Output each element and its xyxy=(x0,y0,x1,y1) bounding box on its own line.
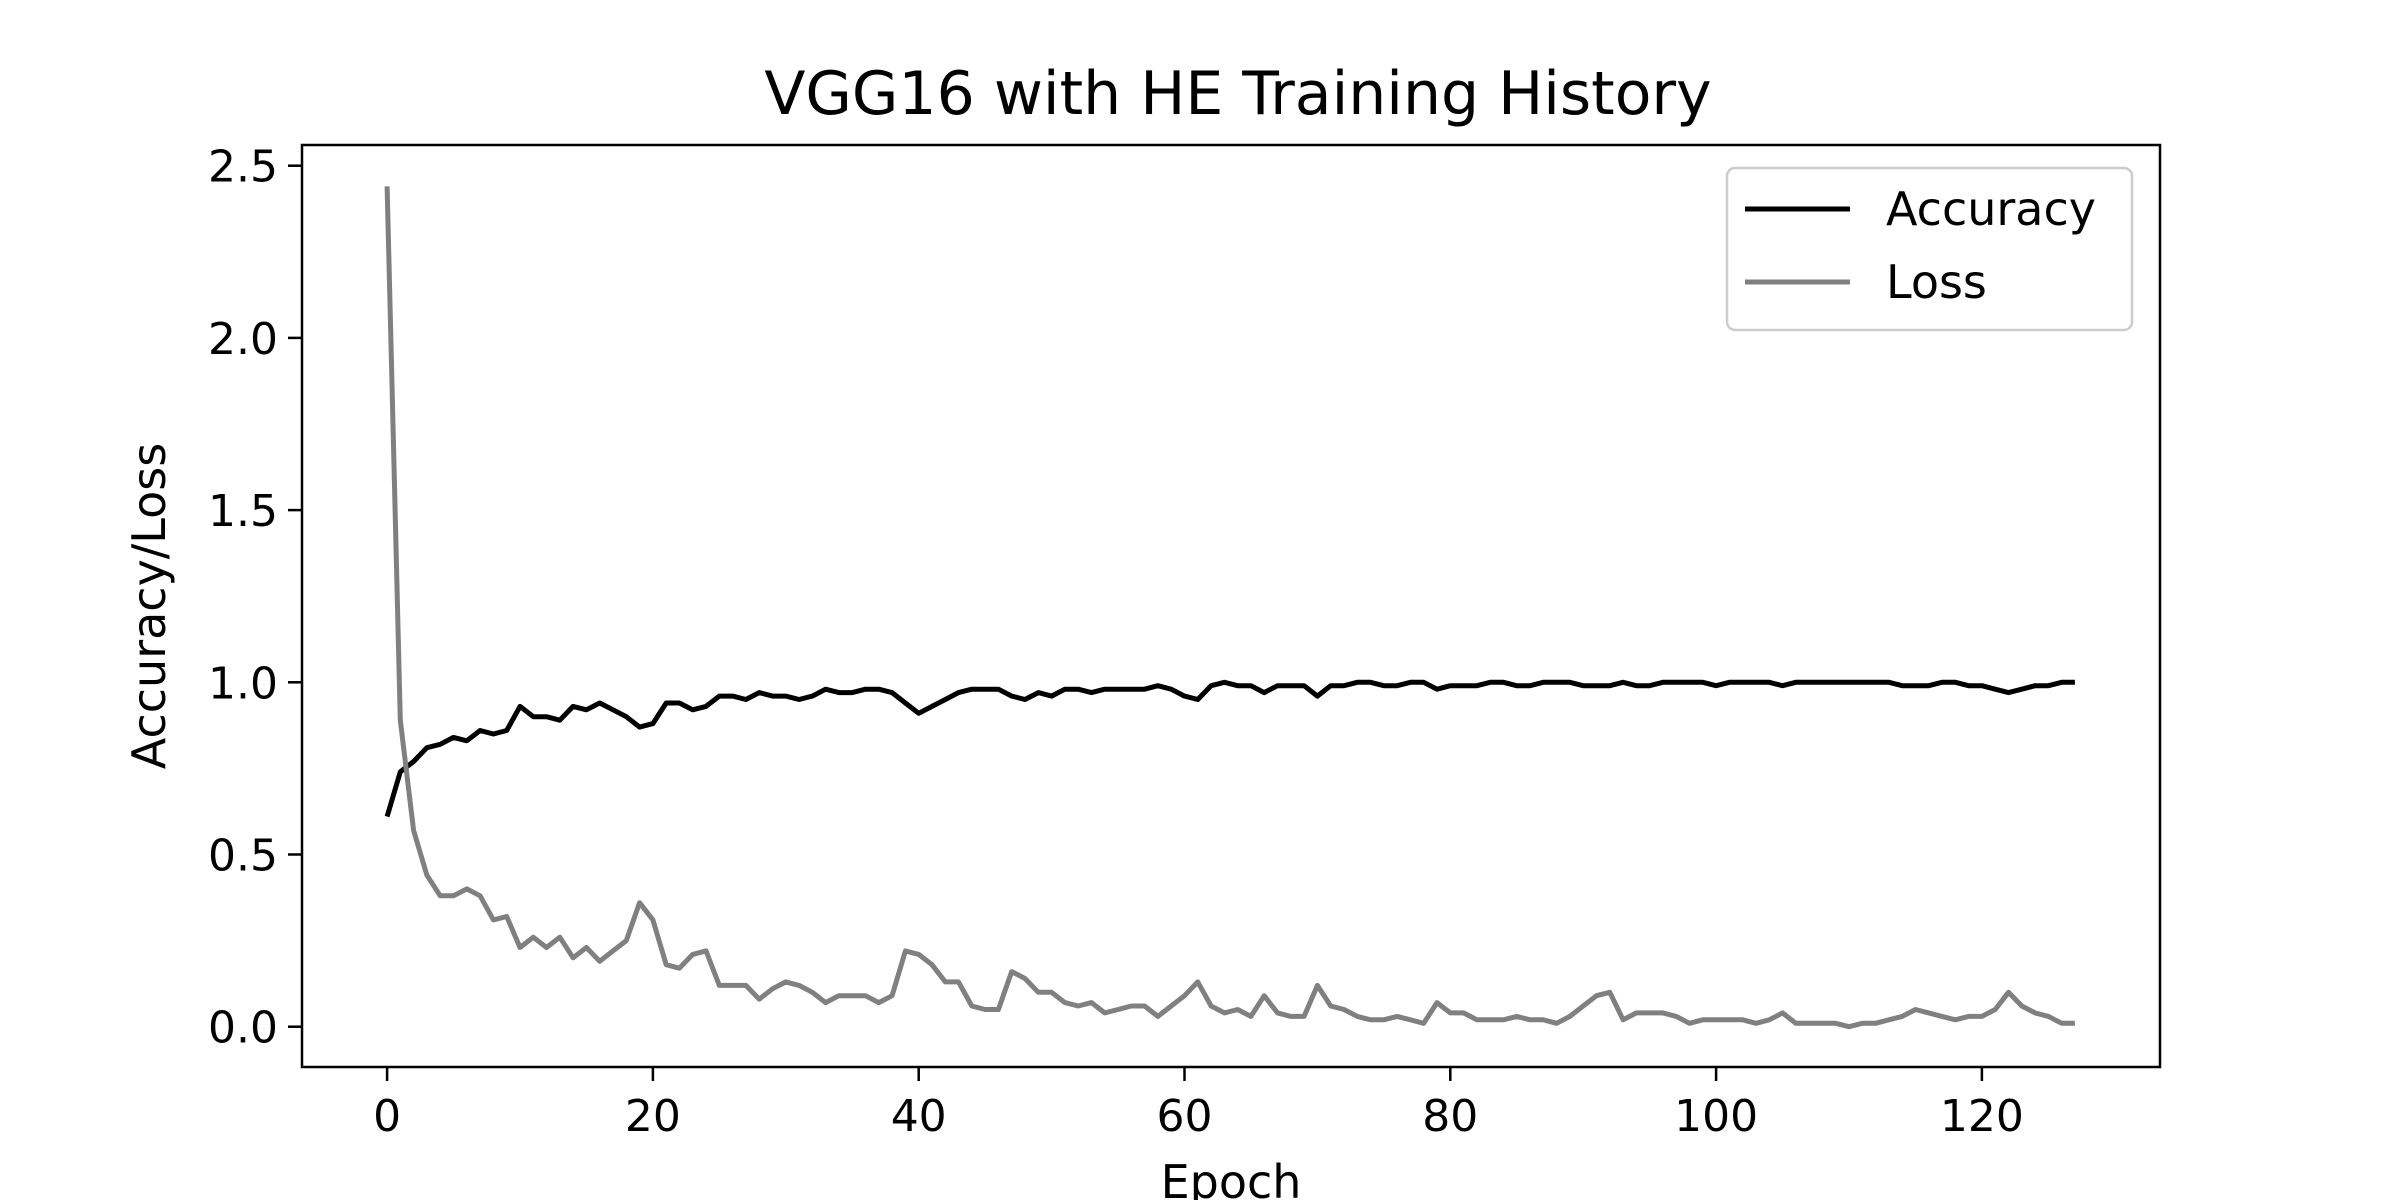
y-tick-label: 1.0 xyxy=(208,658,278,709)
x-tick-label: 40 xyxy=(891,1091,947,1142)
accuracy-series-line xyxy=(384,679,2075,818)
y-axis-ticks: 0.0 0.5 1.0 1.5 2.0 2.5 xyxy=(208,142,302,1054)
y-tick-label: 0.5 xyxy=(208,831,278,882)
y-tick-label: 0.0 xyxy=(208,1003,278,1054)
legend: Accuracy Loss xyxy=(1725,166,2134,332)
x-tick-label: 60 xyxy=(1157,1091,1213,1142)
plot-area-frame xyxy=(300,143,2162,1069)
y-tick-label: 1.5 xyxy=(208,486,278,537)
x-tick-label: 80 xyxy=(1422,1091,1478,1142)
x-axis-label: Epoch xyxy=(1161,1155,1302,1200)
y-axis-label: Accuracy/Loss xyxy=(122,443,176,769)
legend-accuracy-label: Accuracy xyxy=(1886,182,2096,236)
y-tick-label: 2.5 xyxy=(208,142,278,193)
x-axis-ticks: 0 20 40 60 80 100 120 xyxy=(373,1067,2024,1142)
x-tick-label: 100 xyxy=(1674,1091,1758,1142)
legend-loss-label: Loss xyxy=(1886,255,1987,309)
x-tick-label: 0 xyxy=(373,1091,401,1142)
chart-title: VGG16 with HE Training History xyxy=(764,59,1711,129)
x-tick-label: 120 xyxy=(1940,1091,2024,1142)
series-layer xyxy=(384,186,2075,1030)
loss-series-line xyxy=(384,186,2075,1030)
x-tick-label: 20 xyxy=(625,1091,681,1142)
y-tick-label: 2.0 xyxy=(208,314,278,365)
